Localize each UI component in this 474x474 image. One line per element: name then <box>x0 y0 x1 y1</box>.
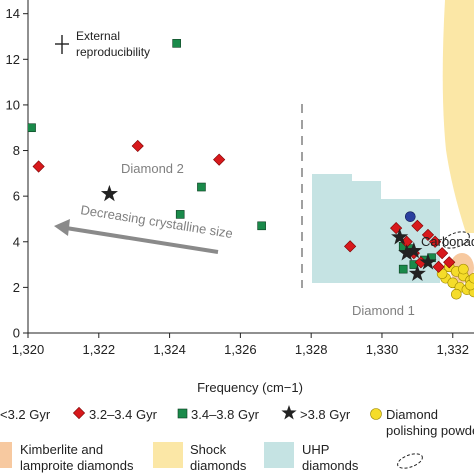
legend-patch-shock <box>153 442 183 468</box>
legend-marker-square <box>177 408 188 419</box>
y-tick-label: 10 <box>6 97 20 112</box>
data-point-star <box>408 264 426 281</box>
diamond1-label: Diamond 1 <box>352 303 415 318</box>
y-tick-label: 14 <box>6 6 20 21</box>
legend-label-uhp-1: UHP <box>302 442 329 457</box>
x-tick-label: 1,328 <box>295 342 328 357</box>
legend-label-lt32: <3.2 Gyr <box>0 407 51 422</box>
data-point-diamond <box>443 256 456 269</box>
data-point-square <box>172 39 181 48</box>
data-point-square <box>28 123 36 133</box>
legend-label-polishing-1: Diamond <box>386 407 438 422</box>
reproducibility-label-line2: reproducibility <box>76 45 150 59</box>
axes: 0 2 4 6 8 10 12 14 1,320 1,322 1,324 1,326 1,328 1,3… <box>6 0 474 395</box>
data-point-diamond <box>436 247 449 260</box>
data-point-square <box>398 264 408 274</box>
x-tick-label: 1,326 <box>224 342 257 357</box>
data-point-circle <box>458 263 469 275</box>
data-point-star <box>391 228 409 245</box>
y-tick-label: 8 <box>13 143 20 158</box>
x-tick-label: 1,330 <box>366 342 399 357</box>
data-point-diamond <box>344 240 357 253</box>
data-point-star <box>398 244 416 261</box>
shock-diamonds-region <box>442 0 474 233</box>
data-point-circle <box>404 211 416 222</box>
data-point-star <box>100 184 118 202</box>
x-tick-label: 1,324 <box>153 342 186 357</box>
data-point-square <box>257 221 266 231</box>
data-point-diamond <box>131 139 144 153</box>
legend-label-34-38: 3.4–3.8 Gyr <box>191 407 260 422</box>
y-tick-label: 4 <box>13 234 20 249</box>
data-points <box>28 39 474 300</box>
legend-label-shock-2: diamonds <box>190 458 247 473</box>
data-point-diamond <box>400 235 413 248</box>
data-point-circle <box>468 272 474 284</box>
carbonado-region <box>442 231 470 249</box>
diamond2-label: Diamond 2 <box>121 161 184 176</box>
legend-label-uhp-2: diamonds <box>302 458 359 473</box>
x-tick-label: 1,322 <box>83 342 116 357</box>
data-point-square <box>197 182 206 192</box>
y-tick-label: 12 <box>6 52 20 67</box>
data-point-diamond <box>428 235 442 248</box>
trend-arrow <box>54 219 219 254</box>
x-axis-label: Frequency (cm−1) <box>197 380 303 395</box>
data-point-diamond <box>432 260 445 273</box>
carbonado-label: Carbonado <box>421 234 474 249</box>
y-tick-label: 0 <box>13 326 20 341</box>
legend-label-shock-1: Shock <box>190 442 227 457</box>
legend: <3.2 Gyr 3.2–3.4 Gyr 3.4–3.8 Gyr >3.8 Gy… <box>0 405 474 473</box>
legend-label-polishing-2: polishing powder <box>386 423 474 438</box>
legend-label-gt38: >3.8 Gyr <box>300 407 351 422</box>
legend-label-kimberlite-2: lamproite diamonds <box>20 458 134 473</box>
x-tick-label: 1,320 <box>12 342 45 357</box>
data-point-star <box>419 253 437 270</box>
y-tick-label: 6 <box>13 189 20 204</box>
legend-marker-diamond <box>72 406 86 420</box>
legend-label-kimberlite-1: Kimberlite and <box>20 442 103 457</box>
legend-marker-carbonado <box>397 453 423 469</box>
legend-label-32-34: 3.2–3.4 Gyr <box>89 407 158 422</box>
legend-marker-star <box>281 405 297 420</box>
data-point-circle <box>451 288 462 300</box>
data-point-diamond <box>411 219 424 232</box>
legend-marker-polishing <box>370 408 382 420</box>
data-point-diamond <box>213 153 226 166</box>
data-point-star <box>405 241 423 259</box>
data-point-diamond <box>421 228 435 242</box>
x-tick-label: 1,332 <box>436 342 469 357</box>
data-point-square <box>175 210 185 219</box>
y-tick-label: 2 <box>13 280 20 295</box>
legend-patch-uhp <box>264 442 294 468</box>
legend-patch-kimberlite <box>0 442 12 468</box>
reproducibility-label-line1: External <box>76 29 120 43</box>
data-point-diamond <box>32 160 45 173</box>
